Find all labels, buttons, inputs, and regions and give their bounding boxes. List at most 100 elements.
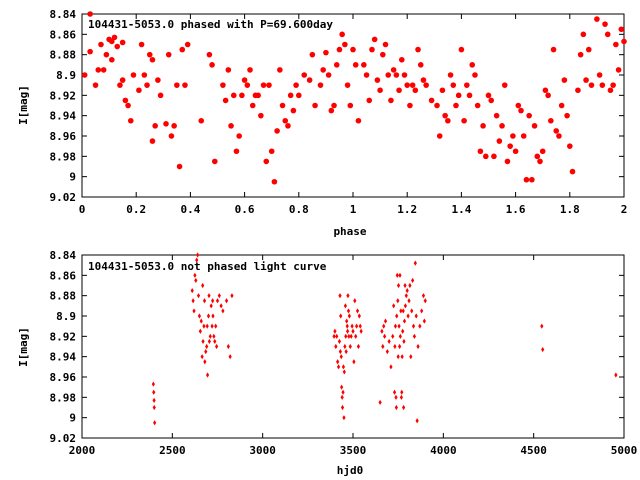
unphased-data-point — [401, 404, 406, 411]
unphased-data-point — [406, 313, 410, 319]
phased-data-point — [621, 38, 627, 45]
phased-data-point — [277, 67, 283, 73]
phased-data-point — [474, 102, 481, 109]
unphased-data-point — [333, 328, 337, 334]
unphased-data-point — [421, 293, 426, 299]
phased-x-tick-label: 0 — [79, 203, 86, 216]
unphased-data-point — [224, 298, 229, 304]
unphased-y-tick-label: 8.88 — [50, 290, 77, 303]
phased-data-point — [350, 46, 356, 53]
phased-data-point — [95, 67, 102, 73]
unphased-data-point — [387, 338, 391, 345]
phased-data-point — [401, 72, 408, 78]
unphased-data-point — [400, 354, 404, 360]
phased-data-point — [445, 117, 451, 124]
phased-data-point — [155, 77, 161, 83]
unphased-data-point — [411, 277, 415, 284]
unphased-y-tick-label: 9 — [69, 412, 76, 425]
phased-data-point — [382, 41, 389, 48]
phased-data-point — [577, 51, 584, 58]
phased-data-point — [439, 87, 446, 94]
unphased-data-point — [422, 318, 426, 324]
unphased-y-tick-label: 8.84 — [50, 249, 77, 262]
phased-data-point — [325, 72, 332, 78]
phased-data-point — [398, 56, 405, 63]
unphased-data-point — [343, 343, 347, 350]
unphased-x-tick-label: 2000 — [69, 444, 96, 457]
phased-data-point — [109, 56, 115, 63]
phased-data-point — [98, 41, 104, 48]
phased-data-point — [604, 31, 611, 38]
phased-data-point — [266, 82, 272, 88]
phased-data-point — [585, 46, 592, 53]
unphased-data-point — [413, 260, 417, 266]
phased-data-point — [447, 72, 454, 78]
phased-data-point — [230, 92, 237, 99]
phased-x-tick-label: 0.2 — [126, 203, 146, 216]
phased-data-point — [491, 153, 497, 160]
unphased-data-point — [335, 333, 339, 339]
unphased-data-point — [402, 318, 407, 324]
unphased-data-point — [412, 333, 417, 339]
phased-data-point — [157, 92, 164, 99]
phased-data-point — [103, 51, 110, 58]
unphased-data-point — [152, 397, 156, 403]
phased-data-point — [615, 67, 622, 73]
phased-x-tick-label: 1.4 — [451, 203, 471, 216]
phased-data-point — [366, 97, 373, 104]
unphased-data-point — [409, 354, 413, 360]
phased-data-point — [352, 62, 359, 68]
unphased-y-tick-label: 9.02 — [50, 432, 77, 445]
phased-data-point — [458, 46, 465, 53]
phased-y-tick-label: 9 — [69, 171, 76, 184]
phased-data-point — [117, 82, 123, 88]
unphased-data-point — [400, 389, 404, 395]
phased-data-point — [488, 97, 495, 104]
phased-data-point — [130, 72, 137, 78]
phased-data-point — [87, 48, 93, 55]
phased-data-point — [309, 51, 316, 58]
phased-data-point — [152, 123, 158, 129]
phased-data-point — [274, 128, 280, 134]
unphased-plot-frame — [81, 254, 625, 439]
unphased-data-point — [346, 293, 350, 299]
phased-data-point — [228, 123, 234, 129]
unphased-x-tick-label: 2500 — [159, 444, 186, 457]
unphased-data-point — [346, 308, 351, 314]
phased-data-point — [412, 87, 419, 94]
phased-data-point — [92, 82, 99, 88]
phased-data-point — [165, 51, 172, 58]
phased-data-point — [558, 102, 565, 109]
phased-data-point — [529, 176, 535, 183]
phased-data-point — [136, 87, 142, 94]
phased-data-point — [594, 16, 600, 22]
unphased-data-point — [214, 323, 218, 329]
phased-data-point — [618, 26, 625, 33]
phased-data-point — [260, 82, 267, 88]
unphased-data-point — [193, 272, 197, 278]
unphased-data-point — [393, 323, 398, 329]
unphased-data-point — [196, 293, 201, 299]
phased-data-point — [496, 138, 503, 144]
unphased-data-point — [194, 277, 198, 284]
unphased-data-point — [202, 298, 207, 304]
unphased-data-point — [395, 272, 399, 278]
unphased-data-point — [344, 348, 348, 355]
unphased-data-point — [401, 328, 405, 334]
phased-data-point — [548, 117, 554, 124]
unphased-data-point — [398, 272, 402, 278]
phased-data-point — [293, 82, 299, 88]
phased-data-point — [339, 31, 345, 38]
phased-data-point — [222, 97, 229, 104]
unphased-data-point — [404, 293, 408, 299]
unphased-data-point — [614, 372, 618, 378]
phased-chart-title: 104431-5053.0 phased with P=69.600day — [88, 18, 333, 31]
unphased-data-point — [341, 364, 346, 370]
phased-data-point — [249, 102, 256, 109]
phased-data-point — [279, 102, 286, 109]
unphased-data-point — [393, 343, 397, 350]
phased-data-point — [371, 36, 378, 43]
unphased-data-point — [410, 308, 414, 314]
unphased-data-point — [226, 343, 230, 350]
unphased-data-point — [343, 303, 348, 309]
